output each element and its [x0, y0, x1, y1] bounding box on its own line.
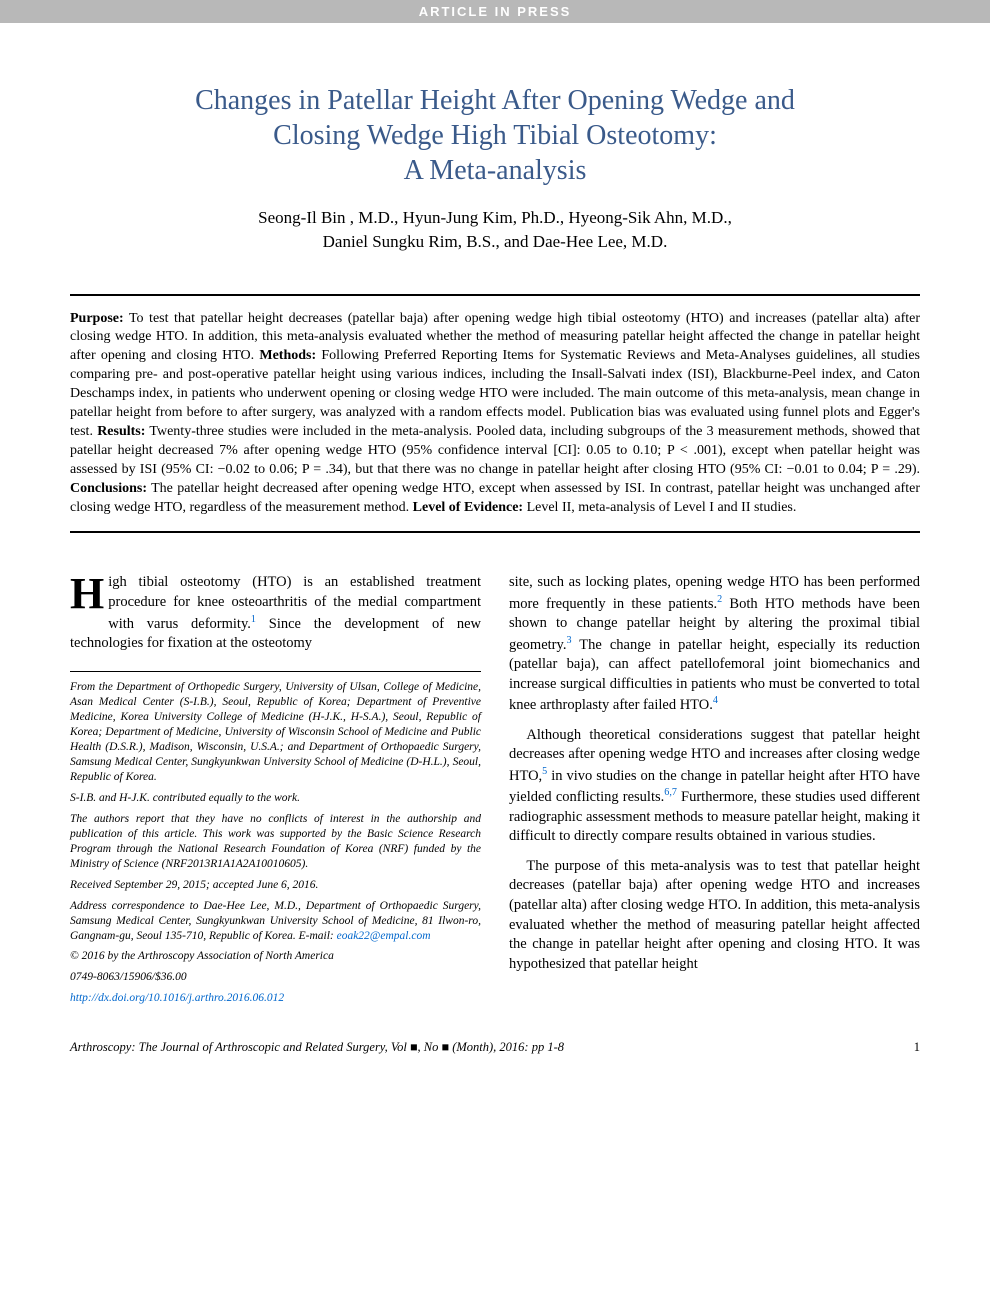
- footnote-conflict: The authors report that they have no con…: [70, 812, 481, 872]
- article-in-press-banner: ARTICLE IN PRESS: [0, 0, 990, 23]
- rule-below-abstract: [70, 531, 920, 533]
- footnote-contribution: S-I.B. and H-J.K. contributed equally to…: [70, 791, 481, 806]
- article-title: Changes in Patellar Height After Opening…: [70, 83, 920, 188]
- column-right: site, such as locking plates, opening we…: [509, 573, 920, 1012]
- dropcap-letter: H: [70, 573, 108, 612]
- page-number: 1: [914, 1040, 920, 1055]
- footnote-issn: 0749-8063/15906/$36.00: [70, 970, 481, 985]
- body-paragraph-1-cont: site, such as locking plates, opening we…: [509, 573, 920, 715]
- journal-citation: Arthroscopy: The Journal of Arthroscopic…: [70, 1040, 564, 1055]
- abstract-methods-label: Methods:: [259, 348, 316, 363]
- abstract-results-text: Twenty-three studies were included in th…: [70, 424, 920, 477]
- footnote-copyright: © 2016 by the Arthroscopy Association of…: [70, 949, 481, 964]
- abstract-conclusions-label: Conclusions:: [70, 481, 147, 496]
- footnote-correspondence: Address correspondence to Dae-Hee Lee, M…: [70, 899, 481, 944]
- body-paragraph-1: High tibial osteotomy (HTO) is an establ…: [70, 573, 481, 653]
- authors-block: Seong-Il Bin , M.D., Hyun-Jung Kim, Ph.D…: [70, 206, 920, 254]
- abstract-loe-text: Level II, meta-analysis of Level I and I…: [523, 500, 796, 515]
- body-columns: High tibial osteotomy (HTO) is an establ…: [70, 573, 920, 1012]
- footnote-affiliations: From the Department of Orthopedic Surger…: [70, 680, 481, 785]
- abstract-block: Purpose: To test that patellar height de…: [70, 296, 920, 532]
- journal-footer: Arthroscopy: The Journal of Arthroscopic…: [70, 1040, 920, 1055]
- body-paragraph-2: Although theoretical considerations sugg…: [509, 726, 920, 847]
- authors-line-1: Seong-Il Bin , M.D., Hyun-Jung Kim, Ph.D…: [258, 208, 732, 227]
- ref-6-7[interactable]: 6,7: [664, 787, 677, 798]
- footnote-dates: Received September 29, 2015; accepted Ju…: [70, 878, 481, 893]
- title-line-1: Changes in Patellar Height After Opening…: [195, 85, 795, 116]
- footnote-doi-link[interactable]: http://dx.doi.org/10.1016/j.arthro.2016.…: [70, 992, 284, 1004]
- ref-4[interactable]: 4: [713, 695, 718, 706]
- title-line-2: Closing Wedge High Tibial Osteotomy:: [273, 120, 717, 151]
- abstract-purpose-label: Purpose:: [70, 311, 124, 326]
- corr-email-link[interactable]: eoak22@empal.com: [337, 930, 431, 942]
- title-line-3: A Meta-analysis: [404, 155, 587, 186]
- authors-line-2: Daniel Sungku Rim, B.S., and Dae-Hee Lee…: [323, 232, 668, 251]
- body-paragraph-3: The purpose of this meta-analysis was to…: [509, 857, 920, 974]
- abstract-loe-label: Level of Evidence:: [413, 500, 523, 515]
- abstract-results-label: Results:: [97, 424, 145, 439]
- footnotes-block: From the Department of Orthopedic Surger…: [70, 671, 481, 1006]
- page-container: Changes in Patellar Height After Opening…: [0, 83, 990, 1095]
- column-left: High tibial osteotomy (HTO) is an establ…: [70, 573, 481, 1012]
